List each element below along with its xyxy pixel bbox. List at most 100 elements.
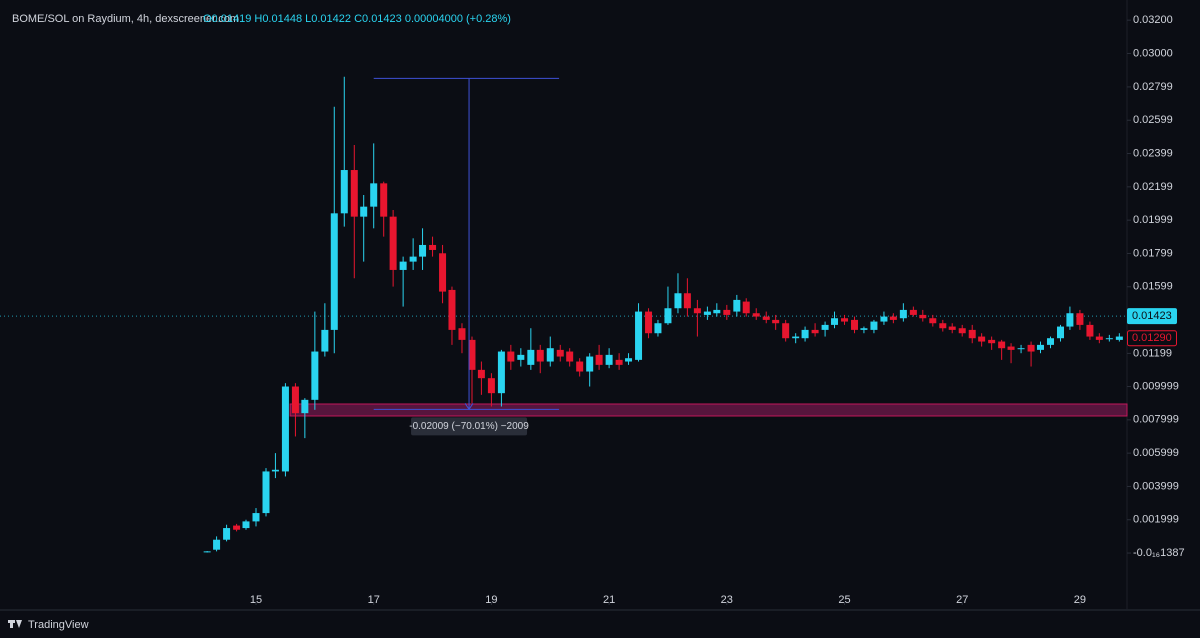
candle-body	[507, 351, 515, 362]
candle-body	[517, 354, 525, 360]
candle-body	[527, 349, 535, 365]
candle-body	[1007, 346, 1015, 350]
candle-body	[360, 206, 368, 217]
candle-body	[389, 216, 397, 270]
measure-label-box	[411, 417, 528, 436]
x-tick-label: 23	[721, 594, 733, 606]
candle-body	[792, 336, 800, 339]
candle-body	[811, 329, 819, 334]
ohlc-readout: O0.01419 H0.01448 L0.01422 C0.01423 0.00…	[203, 13, 511, 25]
candle-body	[693, 308, 701, 314]
candle-body	[1105, 338, 1113, 340]
last-price-tag	[1127, 308, 1177, 325]
candle-body	[213, 539, 221, 550]
y-tick-label: 0.01799	[1133, 247, 1173, 259]
candle-body	[262, 471, 270, 514]
candle-body	[439, 253, 447, 292]
candle-body	[448, 289, 456, 330]
candle-body	[801, 329, 809, 339]
candle-body	[586, 356, 594, 372]
candle-body	[380, 183, 388, 217]
x-tick-label: 21	[603, 594, 615, 606]
candle-body	[1076, 313, 1084, 325]
candle-body	[429, 244, 437, 250]
y-tick-label: 0.02199	[1133, 181, 1173, 193]
tradingview-logo	[8, 620, 22, 628]
candle-body	[870, 321, 878, 330]
candle-body	[281, 386, 289, 472]
candle-body	[654, 323, 662, 334]
y-tick-label: 0.01599	[1133, 281, 1173, 293]
marker-price-label: 0.01290	[1132, 332, 1172, 344]
candle-body	[958, 328, 966, 334]
candle-body	[880, 316, 888, 322]
candle-body	[330, 213, 338, 330]
candle-body	[370, 183, 378, 207]
candle-body	[605, 354, 613, 365]
candle-body	[1086, 324, 1094, 337]
candle-body	[615, 359, 623, 365]
candle-body	[762, 316, 770, 320]
candle-body	[909, 309, 917, 315]
candle-body	[683, 293, 691, 309]
candle-body	[978, 336, 986, 342]
y-tick-label: 0.001999	[1133, 514, 1179, 526]
candle-body	[1017, 348, 1025, 350]
measure-label: -0.02009 (−70.01%) −2009	[409, 421, 529, 432]
marker-price-tag	[1127, 330, 1177, 347]
candle-body	[536, 349, 544, 362]
candle-body	[988, 339, 996, 344]
candle-body	[1056, 326, 1064, 339]
candle-body	[458, 328, 466, 340]
candle-body	[752, 313, 760, 317]
candle-body	[1046, 338, 1054, 345]
candle-body	[419, 244, 427, 257]
y-tick-label: 0.01199	[1133, 347, 1172, 359]
candle-body	[497, 351, 505, 394]
candle-body	[851, 319, 859, 330]
candle-body	[733, 299, 741, 312]
candle-body	[772, 319, 780, 324]
candle-body	[968, 329, 976, 339]
candle-body	[703, 311, 711, 315]
candle-body	[635, 311, 643, 360]
candle-body	[674, 293, 682, 309]
y-tick-label: 0.02599	[1133, 114, 1173, 126]
candle-body	[203, 551, 211, 553]
x-tick-label: 15	[250, 594, 262, 606]
x-tick-label: 25	[838, 594, 850, 606]
branding: TradingView	[28, 619, 89, 631]
candle-body	[929, 318, 937, 324]
candle-body	[723, 309, 731, 315]
y-tick-label: 0.03000	[1133, 47, 1173, 59]
candle-body	[595, 354, 603, 365]
y-tick-label: 0.01999	[1133, 214, 1173, 226]
candle-body	[223, 528, 231, 540]
highlight-zone	[289, 403, 1128, 417]
candle-body	[556, 349, 564, 357]
y-tick-label: 0.003999	[1133, 480, 1179, 492]
candle-body	[1095, 336, 1103, 340]
candle-body	[625, 358, 633, 362]
y-tick-label: 0.009999	[1133, 380, 1179, 392]
candle-body	[713, 309, 721, 314]
y-tick-label: 0.007999	[1133, 414, 1179, 426]
candle-body	[301, 399, 309, 414]
y-tick-label: -0.0₁₆1387	[1133, 547, 1185, 559]
last-price-label: 0.01423	[1132, 310, 1172, 322]
candle-body	[841, 318, 849, 322]
candle-body	[271, 469, 279, 472]
candle-body	[477, 369, 485, 379]
candle-body	[645, 311, 653, 334]
candle-body	[409, 256, 417, 262]
candle-body	[566, 351, 574, 362]
chart-title: BOME/SOL on Raydium, 4h, dexscreener.com	[12, 13, 239, 25]
candle-body	[487, 378, 495, 394]
candle-body	[1027, 344, 1035, 352]
candle-body	[899, 309, 907, 319]
candle-body	[831, 318, 839, 325]
y-tick-label: 0.02799	[1133, 81, 1173, 93]
y-tick-label: 0.005999	[1133, 447, 1179, 459]
